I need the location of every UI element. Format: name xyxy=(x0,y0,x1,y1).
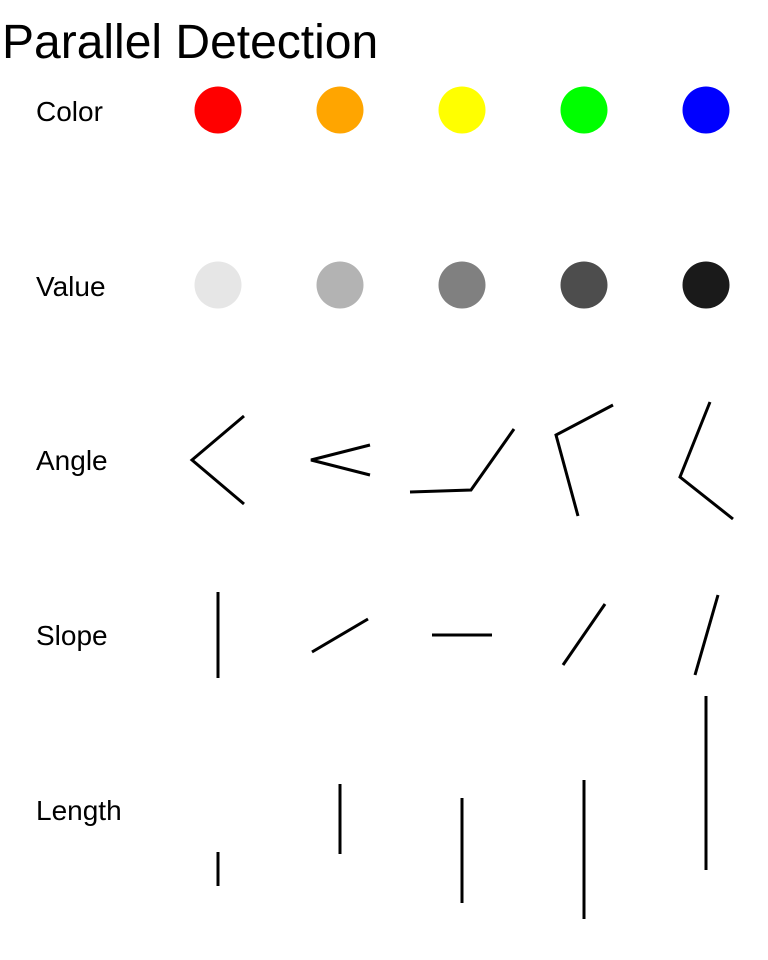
value-swatch-2 xyxy=(316,261,364,309)
color-swatch-5 xyxy=(682,86,730,134)
angle-glyph-3 xyxy=(409,428,516,494)
slope-glyph-2 xyxy=(311,617,369,654)
page-title: Parallel Detection xyxy=(2,16,378,69)
angle-glyph-1 xyxy=(189,414,245,506)
slope-row: Slope xyxy=(36,592,720,678)
color-swatch-1 xyxy=(194,86,242,134)
angle-glyph-2 xyxy=(310,443,371,477)
length-row: Length xyxy=(36,696,708,919)
angle-row: Angle xyxy=(36,401,734,521)
angle-glyph-4 xyxy=(554,403,614,517)
color-swatch-4 xyxy=(560,86,608,134)
slope-row-label: Slope xyxy=(36,620,108,651)
value-row-label: Value xyxy=(36,271,106,302)
angle-row-label: Angle xyxy=(36,445,108,476)
value-row: Value xyxy=(36,261,730,309)
color-swatch-2 xyxy=(316,86,364,134)
slope-glyph-4 xyxy=(561,603,607,666)
slope-glyph-5 xyxy=(693,594,720,676)
value-swatch-5 xyxy=(682,261,730,309)
color-row-label: Color xyxy=(36,96,103,127)
value-swatch-4 xyxy=(560,261,608,309)
angle-glyph-5 xyxy=(678,401,734,521)
color-row: Color xyxy=(36,86,730,134)
color-swatch-3 xyxy=(438,86,486,134)
value-swatch-3 xyxy=(438,261,486,309)
length-row-label: Length xyxy=(36,795,122,826)
value-swatch-1 xyxy=(194,261,242,309)
